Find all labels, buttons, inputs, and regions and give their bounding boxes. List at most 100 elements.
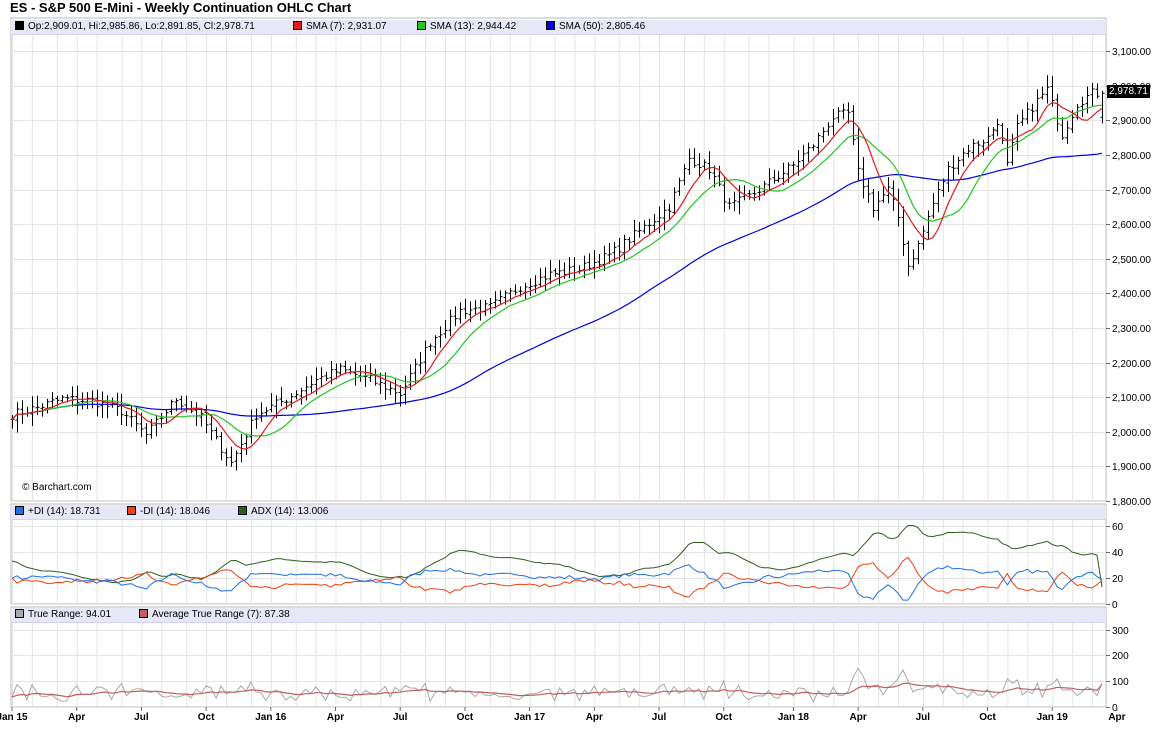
ohlc-bar (682, 164, 687, 186)
ohlc-bar (418, 352, 423, 375)
atr-legend-item: Average True Range (7): 87.38 (139, 608, 290, 622)
ohlc-bar (423, 340, 428, 373)
ohlc-bar (229, 446, 234, 467)
ohlc-bar (861, 156, 866, 199)
time-axis-tick-label: Apr (327, 712, 344, 723)
ohlc-bar (95, 389, 100, 417)
time-axis-tick-label: Apr (850, 712, 867, 723)
ohlc-bar (1020, 109, 1025, 126)
last-price-badge: 2,978.71 (1107, 85, 1150, 98)
ohlc-bar (687, 148, 692, 175)
ohlc-bar (667, 203, 672, 220)
ohlc-bar (707, 151, 712, 180)
ohlc-bar (498, 290, 503, 304)
ohlc-bar (60, 395, 65, 403)
ohlc-bar (299, 387, 304, 405)
dmi-axis-tick-label: 40 (1112, 548, 1124, 559)
ohlc-bar (956, 156, 961, 175)
ohlc-bar (383, 372, 388, 400)
ohlc-bar (971, 139, 976, 161)
ohlc-bar (353, 362, 358, 386)
ohlc-bar (259, 402, 264, 422)
ohlc-bar (50, 392, 55, 409)
ohlc-bar (493, 291, 498, 309)
tr-axis-tick-label: 200 (1112, 651, 1129, 662)
ohlc-bar (269, 393, 274, 413)
ohlc-bar (936, 181, 941, 213)
ohlc-bar (981, 139, 986, 156)
ohlc-bar (851, 104, 856, 146)
price-axis-tick-label: 2,100.00 (1112, 393, 1151, 404)
ohlc-bar (886, 177, 891, 204)
adx-line (11, 525, 1103, 588)
time-axis-tick-label: Apr (586, 712, 603, 723)
ohlc-bar (279, 387, 284, 407)
ohlc-legend-item: Op:2,909.01, Hi:2,985.86, Lo:2,891.85, C… (15, 20, 255, 34)
true-range-legend: True Range: 94.01 Average True Range (7)… (11, 608, 1106, 623)
ohlc-bar (587, 253, 592, 271)
main-legend: Op:2,909.01, Hi:2,985.86, Lo:2,891.85, C… (11, 20, 1106, 35)
ohlc-bar (647, 218, 652, 235)
ohlc-bar (1085, 86, 1090, 114)
ohlc-bar (553, 268, 558, 277)
ohlc-bar (244, 433, 249, 456)
ohlc-bar (901, 206, 906, 257)
ohlc-bar (199, 408, 204, 427)
ohlc-bar (40, 403, 45, 417)
ohlc-bar (319, 367, 324, 387)
ohlc-bar (836, 107, 841, 123)
ohlc-bar (627, 237, 632, 251)
ohlc-bar (249, 409, 254, 444)
time-axis-tick-label: Jan 17 (514, 712, 546, 723)
time-axis-tick-label: Oct (198, 712, 215, 723)
ohlc-bar (712, 165, 717, 188)
ohlc-bar (528, 278, 533, 296)
ohlc-bar (234, 450, 239, 471)
ohlc-bar (169, 399, 174, 415)
sma13-line (11, 104, 1103, 437)
dmi-legend: +DI (14): 18.731 -DI (14): 18.046 ADX (1… (11, 505, 1106, 520)
ohlc-bar (672, 187, 677, 215)
ohlc-bar (652, 214, 657, 232)
ohlc-bar (1080, 96, 1085, 117)
ohlc-bar (513, 284, 518, 296)
plus-di-legend-item: +DI (14): 18.731 (15, 505, 101, 519)
ohlc-bar (433, 335, 438, 355)
time-axis-tick-label: Oct (979, 712, 996, 723)
atr-legend-text: Average True Range (7): 87.38 (152, 609, 290, 620)
time-axis-tick-label: Oct (715, 712, 732, 723)
ohlc-bar (916, 240, 921, 265)
sma7-legend-text: SMA (7): 2,931.07 (306, 21, 387, 32)
ohlc-bar (334, 363, 339, 380)
sma7-line (11, 102, 1103, 450)
ohlc-bar (821, 127, 826, 143)
ohlc-bar (637, 222, 642, 238)
ohlc-bar (124, 410, 129, 427)
minus-di-legend-text: -DI (14): 18.046 (140, 506, 211, 517)
price-axis-tick-label: 1,900.00 (1112, 462, 1151, 473)
ohlc-bar (747, 189, 752, 200)
ohlc-bar (139, 412, 144, 437)
price-axis-tick-label: 2,300.00 (1112, 324, 1151, 335)
ohlc-bar (289, 393, 294, 408)
price-axis-tick-label: 2,500.00 (1112, 255, 1151, 266)
ohlc-bar (304, 376, 309, 401)
tr-axis-tick-label: 300 (1112, 626, 1129, 637)
ohlc-bar (388, 381, 393, 395)
ohlc-bar (219, 432, 224, 461)
ohlc-bar (538, 268, 543, 288)
price-axis-tick-label: 2,200.00 (1112, 359, 1151, 370)
time-axis-tick-label: Jan 16 (255, 712, 287, 723)
ohlc-bar (1090, 82, 1095, 107)
time-axis-tick-label: Jan 18 (778, 712, 810, 723)
ohlc-bar (30, 396, 35, 427)
ohlc-bar (1065, 120, 1070, 144)
ohlc-bar (592, 250, 597, 279)
ohlc-bar (966, 144, 971, 158)
dmi-axis-tick-label: 60 (1112, 522, 1124, 533)
time-axis-tick-label: Jul (916, 712, 931, 723)
ohlc-bar (826, 122, 831, 136)
ohlc-bar (781, 162, 786, 185)
price-axis-tick-label: 2,700.00 (1112, 186, 1151, 197)
